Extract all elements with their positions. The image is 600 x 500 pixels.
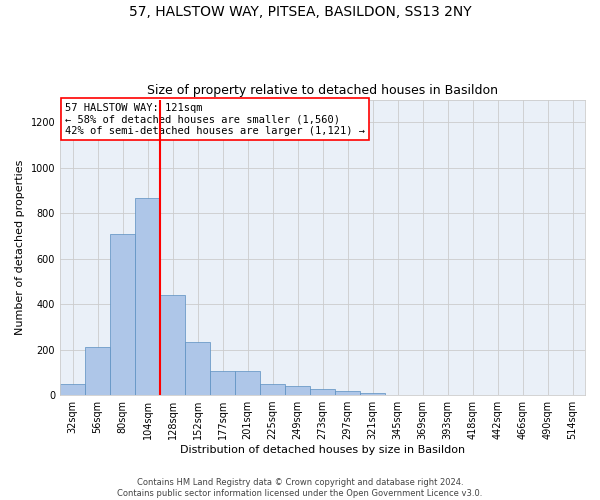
Bar [285, 386, 310, 395]
Bar [210, 371, 235, 395]
Bar [110, 234, 135, 395]
Bar [185, 342, 210, 395]
Y-axis label: Number of detached properties: Number of detached properties [15, 160, 25, 335]
X-axis label: Distribution of detached houses by size in Basildon: Distribution of detached houses by size … [180, 445, 465, 455]
Text: Contains HM Land Registry data © Crown copyright and database right 2024.
Contai: Contains HM Land Registry data © Crown c… [118, 478, 482, 498]
Bar [310, 390, 335, 395]
Bar [335, 390, 360, 395]
Bar [235, 371, 260, 395]
Bar [85, 348, 110, 395]
Bar [135, 198, 160, 395]
Bar [360, 393, 385, 395]
Bar [60, 384, 85, 395]
Text: 57, HALSTOW WAY, PITSEA, BASILDON, SS13 2NY: 57, HALSTOW WAY, PITSEA, BASILDON, SS13 … [128, 5, 472, 19]
Bar [260, 384, 285, 395]
Text: 57 HALSTOW WAY: 121sqm
← 58% of detached houses are smaller (1,560)
42% of semi-: 57 HALSTOW WAY: 121sqm ← 58% of detached… [65, 102, 365, 136]
Title: Size of property relative to detached houses in Basildon: Size of property relative to detached ho… [147, 84, 498, 97]
Bar [160, 295, 185, 395]
